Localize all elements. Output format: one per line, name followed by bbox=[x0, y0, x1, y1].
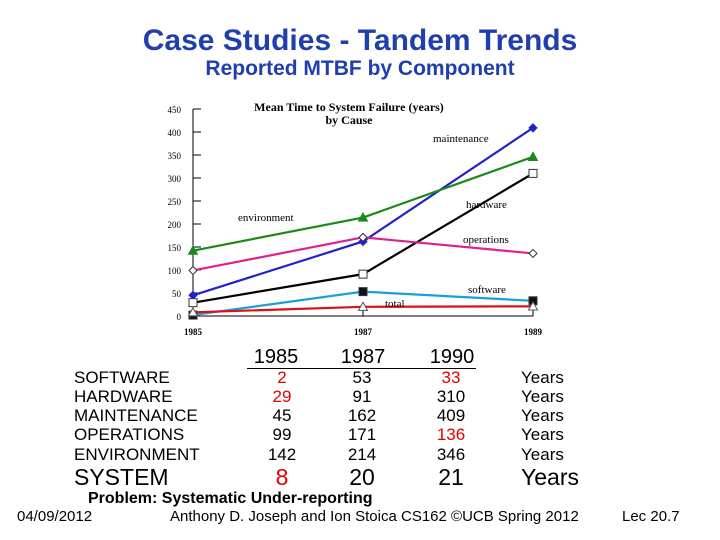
series-label-maintenance: maintenance bbox=[433, 133, 489, 145]
footer-date: 04/09/2012 bbox=[17, 508, 93, 525]
cell-operations-1985: 99 bbox=[272, 425, 292, 444]
y-tick-label: 100 bbox=[168, 266, 182, 276]
cell-system-1985: 8 bbox=[275, 464, 289, 490]
row-label-maintenance: MAINTENANCE bbox=[74, 406, 198, 425]
row-label-operations: OPERATIONS bbox=[74, 425, 185, 444]
table-header-1990: 1990 bbox=[429, 346, 475, 368]
data-point-hardware bbox=[528, 168, 538, 178]
data-point-software bbox=[358, 287, 368, 297]
data-point-hardware bbox=[188, 298, 198, 308]
cell-environment-1990: 346 bbox=[436, 445, 466, 464]
slide-subtitle: Reported MTBF by Component bbox=[205, 57, 515, 80]
row-label-system: SYSTEM bbox=[74, 464, 169, 490]
series-label-operations: operations bbox=[463, 234, 509, 246]
cell-hardware-1987: 91 bbox=[352, 387, 372, 406]
y-tick-label: 250 bbox=[168, 197, 182, 207]
table-header-rule bbox=[247, 368, 476, 369]
footer-lecture: Lec 20.7 bbox=[622, 508, 680, 525]
y-tick-label: 350 bbox=[168, 151, 182, 161]
table-header-1985: 1985 bbox=[253, 346, 299, 368]
cell-hardware-1985: 29 bbox=[272, 387, 292, 406]
cell-operations-1990: 136 bbox=[436, 425, 466, 444]
cell-software-1990: 33 bbox=[441, 368, 461, 387]
cell-environment-1987: 214 bbox=[347, 445, 377, 464]
cell-system-1987: 20 bbox=[349, 464, 375, 490]
data-point-environment bbox=[187, 245, 199, 255]
unit-environment: Years bbox=[521, 445, 564, 464]
y-tick-label: 300 bbox=[168, 174, 182, 184]
cell-maintenance-1985: 45 bbox=[272, 406, 292, 425]
y-tick-label: 150 bbox=[168, 243, 182, 253]
cell-maintenance-1987: 162 bbox=[347, 406, 377, 425]
x-tick-label: 1985 bbox=[184, 327, 203, 337]
cell-system-1990: 21 bbox=[438, 464, 464, 490]
data-point-total bbox=[357, 301, 369, 311]
unit-operations: Years bbox=[521, 425, 564, 444]
unit-system: Years bbox=[521, 464, 579, 490]
table-header-1987: 1987 bbox=[340, 346, 386, 368]
data-point-environment bbox=[357, 212, 369, 222]
problem-note: Problem: Systematic Under-reporting bbox=[88, 490, 373, 507]
y-tick-label: 400 bbox=[168, 128, 182, 138]
x-tick-label: 1989 bbox=[524, 327, 543, 337]
data-point-operations bbox=[188, 265, 198, 276]
x-tick-label: 1987 bbox=[354, 327, 373, 337]
slide-title: Case Studies - Tandem Trends bbox=[142, 24, 578, 57]
chart-subtitle: by Cause bbox=[325, 113, 373, 127]
cell-environment-1985: 142 bbox=[267, 445, 297, 464]
row-label-hardware: HARDWARE bbox=[74, 387, 173, 406]
data-point-environment bbox=[527, 151, 539, 161]
data-point-maintenance bbox=[528, 123, 538, 133]
data-point-total bbox=[187, 306, 199, 317]
unit-hardware: Years bbox=[521, 387, 564, 406]
unit-software: Years bbox=[521, 368, 564, 387]
y-tick-label: 0 bbox=[177, 312, 182, 322]
data-point-operations bbox=[528, 248, 538, 259]
data-point-total bbox=[527, 300, 539, 311]
series-label-environment: environment bbox=[238, 212, 294, 224]
cell-software-1987: 53 bbox=[352, 368, 372, 387]
series-label-hardware: hardware bbox=[466, 199, 507, 211]
cell-hardware-1990: 310 bbox=[436, 387, 466, 406]
row-label-environment: ENVIRONMENT bbox=[74, 445, 200, 464]
y-tick-label: 50 bbox=[172, 289, 182, 299]
row-label-software: SOFTWARE bbox=[74, 368, 170, 387]
y-tick-label: 450 bbox=[168, 105, 182, 115]
series-label-total: total bbox=[385, 298, 405, 310]
unit-maintenance: Years bbox=[521, 406, 564, 425]
y-tick-label: 200 bbox=[168, 220, 182, 230]
cell-software-1985: 2 bbox=[277, 368, 287, 387]
cell-operations-1987: 171 bbox=[347, 425, 377, 444]
cell-maintenance-1990: 409 bbox=[436, 406, 466, 425]
data-point-hardware bbox=[358, 269, 368, 279]
chart-title: Mean Time to System Failure (years) bbox=[254, 100, 444, 114]
data-point-operations bbox=[358, 232, 368, 243]
footer-credit: Anthony D. Joseph and Ion Stoica CS162 ©… bbox=[170, 508, 579, 525]
series-label-software: software bbox=[468, 284, 506, 296]
